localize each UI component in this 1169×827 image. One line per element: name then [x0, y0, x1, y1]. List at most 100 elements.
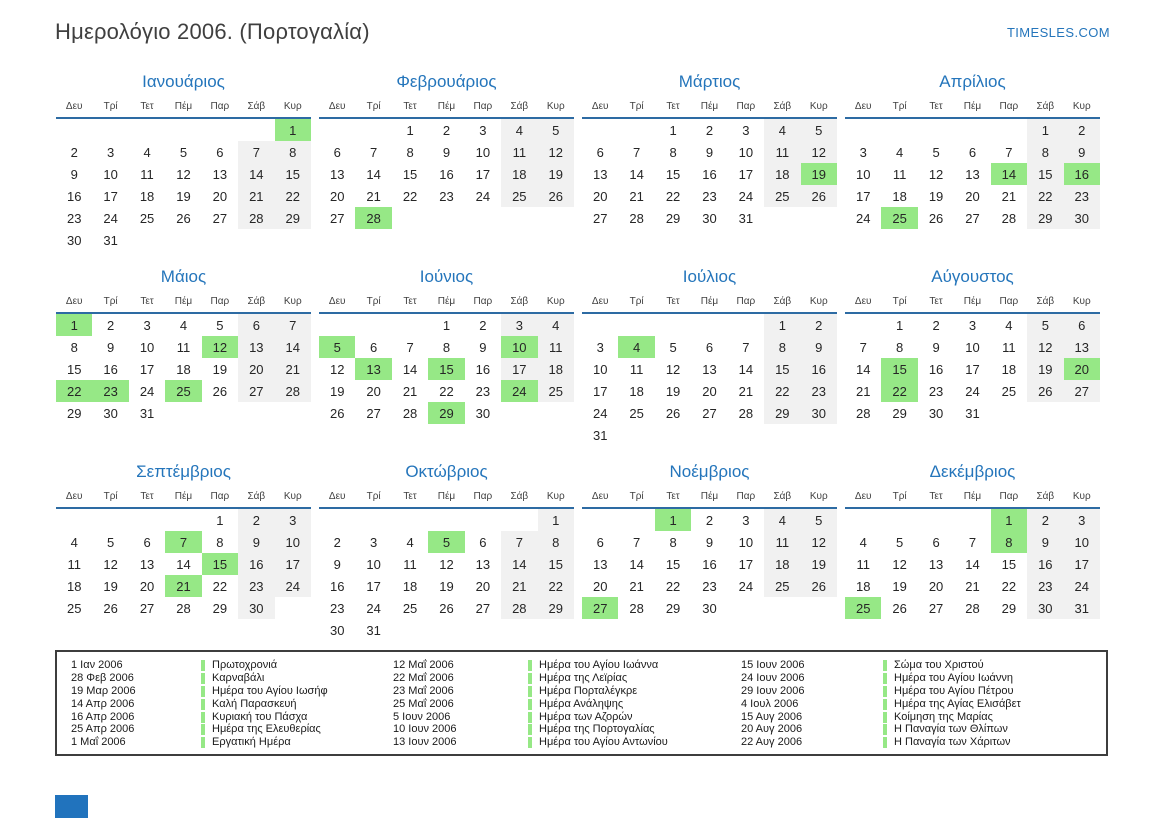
holiday-marker-icon: [201, 737, 205, 749]
day-cell: 15: [764, 358, 801, 380]
day-cell: 17: [139, 361, 155, 377]
empty-day-cell: [881, 118, 917, 141]
day-cell: 22: [274, 185, 311, 207]
legend-date: 14 Απρ 2006: [71, 697, 135, 710]
empty-day-cell: [165, 508, 201, 531]
holiday-marker-icon: [528, 711, 532, 723]
day-cell: 25: [501, 185, 538, 207]
legend-holiday-name: Ημέρα του Αγίου Ιωάννη: [894, 671, 1014, 684]
month-10: Οκτώβριος Δευ Τρί Τετ Πέμ Παρ Σάβ Κυρ 1 2 3 4 5 6 7 8 9 1…: [319, 460, 574, 646]
day-cell: 28: [501, 597, 538, 619]
weekday-header: Πέμ: [691, 488, 728, 509]
day-cell: 16: [238, 553, 275, 575]
day-cell: 25: [1001, 383, 1017, 399]
day-cell: 5: [1027, 313, 1064, 336]
weekday-header: Δευ: [582, 98, 619, 119]
day-cell: 9: [705, 534, 714, 550]
day-cell: 9: [238, 531, 275, 553]
empty-day-cell: [764, 424, 800, 446]
day-cell: 10: [366, 556, 381, 572]
day-cell: 17: [965, 361, 980, 377]
empty-day-cell: [202, 229, 238, 251]
day-cell: 7: [968, 534, 977, 550]
day-cell: 16: [1027, 553, 1064, 575]
holiday-marker-icon: [883, 685, 887, 697]
day-cell: 20: [475, 578, 491, 594]
day-cell: 28: [965, 600, 980, 616]
empty-day-cell: [129, 229, 165, 251]
weekday-header: Τρί: [355, 488, 392, 509]
day-cell: 4: [764, 508, 801, 531]
day-cell: 10: [103, 166, 118, 182]
day-cell: 10: [965, 339, 980, 355]
holiday-marker-icon: [201, 685, 205, 697]
legend-holiday-name: Ημέρα των Αζορών: [539, 710, 633, 723]
legend-item: 4 Ιουλ 2006 Ημέρα της Αγίας Ελισάβετ: [741, 698, 1106, 711]
holiday-day-cell: 7: [165, 531, 202, 553]
legend-item: 29 Ιουν 2006 Ημέρα του Αγίου Πέτρου: [741, 685, 1106, 698]
day-cell: 14: [402, 361, 418, 377]
day-cell: 27: [965, 210, 980, 226]
day-cell: 4: [859, 534, 867, 550]
day-cell: 26: [1027, 380, 1064, 402]
holiday-marker-icon: [201, 724, 205, 736]
day-cell: 17: [855, 188, 871, 204]
day-cell: 21: [629, 188, 644, 204]
empty-day-cell: [165, 402, 201, 424]
day-cell: 1: [406, 122, 414, 138]
legend-column: 1 Ιαν 2006 Πρωτοχρονιά 28 Φεβ 2006 Καρναβάλ…: [71, 659, 393, 754]
day-cell: 10: [738, 534, 754, 550]
weekday-header: Πέμ: [954, 98, 991, 119]
weekday-header: Τετ: [917, 488, 955, 509]
weekday-header: Τετ: [917, 98, 955, 119]
day-cell: 24: [475, 188, 491, 204]
day-cell: 6: [238, 313, 275, 336]
day-cell: 11: [1002, 339, 1016, 355]
page-title: Ημερολόγιο 2006. (Πορτογαλία): [55, 19, 370, 44]
day-cell: 21: [738, 383, 754, 399]
site-link[interactable]: TIMESLES.COM: [1006, 25, 1110, 40]
day-cell: 13: [592, 166, 608, 182]
month-table: Δευ Τρί Τετ Πέμ Παρ Σάβ Κυρ 1 2 3 4 5 6 7 8 9 10 11 12 13 14…: [319, 98, 574, 229]
empty-day-cell: [1064, 402, 1100, 424]
day-cell: 14: [855, 361, 871, 377]
weekday-header: Δευ: [56, 98, 93, 119]
day-cell: 8: [537, 531, 574, 553]
weekday-header: Πέμ: [165, 98, 202, 119]
day-cell: 11: [140, 166, 154, 182]
day-cell: 9: [333, 556, 341, 572]
empty-day-cell: [202, 118, 238, 141]
empty-day-cell: [392, 508, 428, 531]
day-cell: 19: [892, 578, 907, 594]
weekday-header: Πέμ: [165, 488, 202, 509]
day-cell: 6: [596, 144, 604, 160]
day-cell: 5: [896, 534, 904, 550]
empty-day-cell: [275, 597, 311, 619]
day-cell: 12: [439, 556, 454, 572]
empty-day-cell: [801, 424, 837, 446]
weekday-header: Τρί: [881, 293, 918, 314]
day-cell: 6: [596, 534, 604, 550]
holiday-day-cell: 15: [201, 553, 239, 575]
day-cell: 20: [366, 383, 381, 399]
day-cell: 11: [764, 531, 801, 553]
day-cell: 3: [742, 512, 750, 528]
weekday-header: Τρί: [881, 488, 918, 509]
day-cell: 20: [702, 383, 717, 399]
day-cell: 9: [107, 339, 115, 355]
day-cell: 30: [475, 405, 491, 421]
weekday-header: Σάβ: [1027, 488, 1064, 509]
weekday-header: Παρ: [727, 293, 765, 314]
day-cell: 30: [66, 232, 82, 248]
day-cell: 13: [592, 556, 608, 572]
day-cell: 3: [274, 508, 311, 531]
day-cell: 17: [103, 188, 118, 204]
empty-day-cell: [918, 508, 954, 531]
holiday-marker-icon: [201, 698, 205, 710]
day-cell: 5: [216, 317, 224, 333]
holiday-day-cell: 21: [165, 575, 202, 597]
legend-item: 12 Μαΐ 2006 Ημέρα του Αγίου Ιωάννα: [393, 659, 741, 672]
day-cell: 1: [1027, 118, 1064, 141]
legend-holiday-name: Ημέρα του Αγίου Αντωνίου: [539, 736, 668, 749]
weekday-header: Σάβ: [238, 488, 275, 509]
